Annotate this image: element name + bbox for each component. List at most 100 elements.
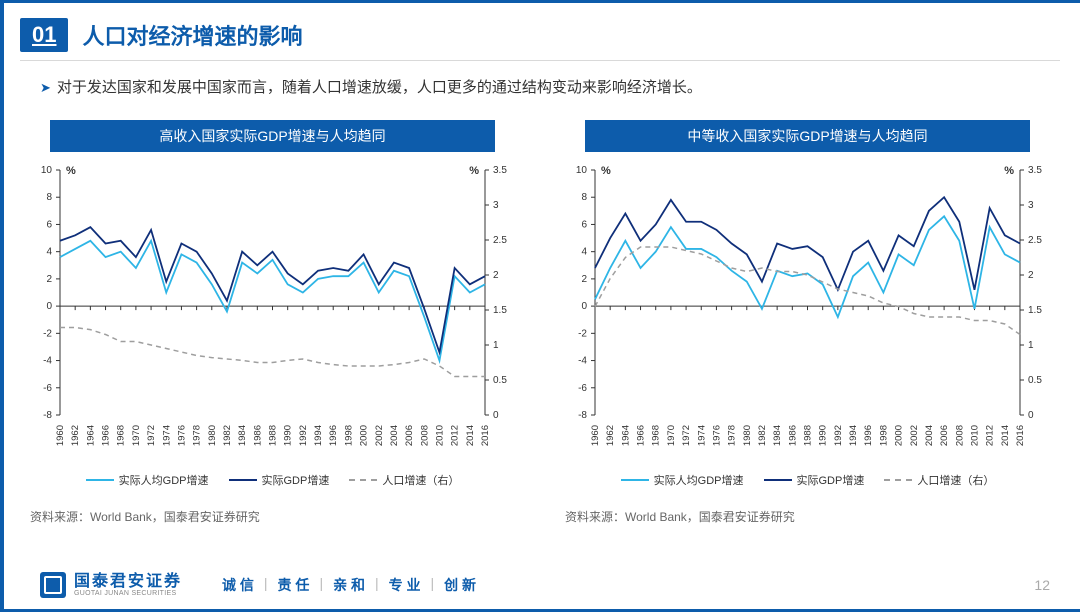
legend-item: 人口增速（右） — [349, 472, 459, 488]
legend-item: 实际GDP增速 — [229, 472, 330, 488]
svg-text:0: 0 — [493, 410, 499, 421]
slide-footer: 国泰君安证券 GUOTAI JUNAN SECURITIES 诚 信|责 任|亲… — [40, 572, 1050, 598]
svg-text:1992: 1992 — [298, 425, 309, 446]
svg-text:1974: 1974 — [161, 425, 172, 446]
footer-value: 专 业 — [389, 575, 421, 595]
chart-left-column: 高收入国家实际GDP增速与人均趋同 -8-6-4-2024681000.511.… — [20, 120, 525, 525]
chart-right-svg: -8-6-4-2024681000.511.522.533.5%%1960196… — [555, 160, 1060, 470]
svg-text:2014: 2014 — [1000, 425, 1011, 446]
svg-text:0.5: 0.5 — [1028, 375, 1042, 386]
svg-text:6: 6 — [46, 219, 52, 230]
legend-swatch — [86, 479, 114, 481]
svg-text:2: 2 — [493, 270, 499, 281]
legend-swatch — [621, 479, 649, 481]
svg-text:1974: 1974 — [696, 425, 707, 446]
legend-item: 实际人均GDP增速 — [86, 472, 209, 488]
legend-label: 人口增速（右） — [382, 472, 459, 488]
svg-text:0: 0 — [1028, 410, 1034, 421]
svg-text:-2: -2 — [578, 328, 587, 339]
legend-item: 实际GDP增速 — [764, 472, 865, 488]
svg-text:1964: 1964 — [85, 425, 96, 446]
footer-value-sep: | — [319, 575, 323, 595]
bullet-text: 对于发达国家和发展中国家而言，随着人口增速放缓，人口更多的通过结构变动来影响经济… — [57, 79, 702, 96]
legend-swatch — [229, 479, 257, 481]
svg-text:1962: 1962 — [605, 425, 616, 446]
svg-text:2: 2 — [46, 274, 52, 285]
svg-text:1970: 1970 — [666, 425, 677, 446]
svg-text:2012: 2012 — [985, 425, 996, 446]
svg-text:1: 1 — [1028, 340, 1034, 351]
svg-text:0: 0 — [46, 301, 52, 312]
svg-text:2008: 2008 — [419, 425, 430, 446]
svg-text:2: 2 — [1028, 270, 1034, 281]
legend-item: 人口增速（右） — [884, 472, 994, 488]
chart-left-legend: 实际人均GDP增速 实际GDP增速 人口增速（右） — [20, 472, 525, 488]
svg-text:0.5: 0.5 — [493, 375, 507, 386]
svg-text:1992: 1992 — [833, 425, 844, 446]
svg-text:2010: 2010 — [969, 425, 980, 446]
footer-value: 亲 和 — [333, 575, 365, 595]
svg-text:2004: 2004 — [924, 425, 935, 446]
svg-text:2002: 2002 — [909, 425, 920, 446]
svg-text:1986: 1986 — [252, 425, 263, 446]
svg-text:2016: 2016 — [480, 425, 491, 446]
legend-label: 人口增速（右） — [917, 472, 994, 488]
svg-text:0: 0 — [581, 301, 587, 312]
svg-text:1982: 1982 — [757, 425, 768, 446]
legend-label: 实际人均GDP增速 — [654, 472, 744, 488]
svg-text:2002: 2002 — [374, 425, 385, 446]
left-stripe — [0, 0, 4, 612]
svg-text:1994: 1994 — [313, 425, 324, 446]
chart-right-column: 中等收入国家实际GDP增速与人均趋同 -8-6-4-2024681000.511… — [555, 120, 1060, 525]
svg-text:1.5: 1.5 — [493, 305, 507, 316]
svg-text:1978: 1978 — [727, 425, 738, 446]
svg-text:1962: 1962 — [70, 425, 81, 446]
svg-text:-6: -6 — [578, 383, 587, 394]
svg-text:1988: 1988 — [268, 425, 279, 446]
svg-text:1966: 1966 — [101, 425, 112, 446]
footer-values: 诚 信|责 任|亲 和|专 业|创 新 — [222, 575, 476, 595]
svg-text:1.5: 1.5 — [1028, 305, 1042, 316]
svg-text:-4: -4 — [43, 356, 52, 367]
svg-text:4: 4 — [581, 247, 587, 258]
svg-text:2.5: 2.5 — [1028, 235, 1042, 246]
svg-text:1988: 1988 — [803, 425, 814, 446]
page-number: 12 — [1034, 577, 1050, 593]
svg-text:%: % — [601, 165, 611, 177]
svg-text:%: % — [66, 165, 76, 177]
svg-text:1998: 1998 — [878, 425, 889, 446]
svg-text:1982: 1982 — [222, 425, 233, 446]
legend-swatch — [764, 479, 792, 481]
svg-text:2006: 2006 — [939, 425, 950, 446]
header-divider — [20, 60, 1060, 61]
chart-left-title: 高收入国家实际GDP增速与人均趋同 — [50, 120, 495, 152]
footer-value-sep: | — [431, 575, 435, 595]
svg-text:1998: 1998 — [343, 425, 354, 446]
footer-value-sep: | — [375, 575, 379, 595]
svg-text:6: 6 — [581, 219, 587, 230]
chart-right-legend: 实际人均GDP增速 实际GDP增速 人口增速（右） — [555, 472, 1060, 488]
svg-text:1990: 1990 — [818, 425, 829, 446]
svg-text:2008: 2008 — [954, 425, 965, 446]
svg-text:10: 10 — [41, 165, 53, 176]
footer-value-sep: | — [264, 575, 268, 595]
legend-item: 实际人均GDP增速 — [621, 472, 744, 488]
svg-text:2: 2 — [581, 274, 587, 285]
svg-text:%: % — [469, 165, 479, 177]
footer-value: 创 新 — [444, 575, 476, 595]
svg-text:-8: -8 — [578, 410, 587, 421]
bullet-icon: ➤ — [40, 80, 51, 95]
svg-text:%: % — [1004, 165, 1014, 177]
chart-left-source: 资料来源：World Bank，国泰君安证券研究 — [30, 508, 525, 525]
section-number-badge: 01 — [20, 18, 68, 52]
svg-text:-6: -6 — [43, 383, 52, 394]
svg-text:1984: 1984 — [237, 425, 248, 446]
svg-text:1960: 1960 — [590, 425, 601, 446]
svg-text:1976: 1976 — [711, 425, 722, 446]
slide-header: 01 人口对经济增速的影响 — [20, 18, 303, 52]
svg-text:2006: 2006 — [404, 425, 415, 446]
svg-text:1972: 1972 — [681, 425, 692, 446]
logo-mark-icon — [40, 572, 66, 598]
svg-text:1986: 1986 — [787, 425, 798, 446]
svg-text:1984: 1984 — [772, 425, 783, 446]
